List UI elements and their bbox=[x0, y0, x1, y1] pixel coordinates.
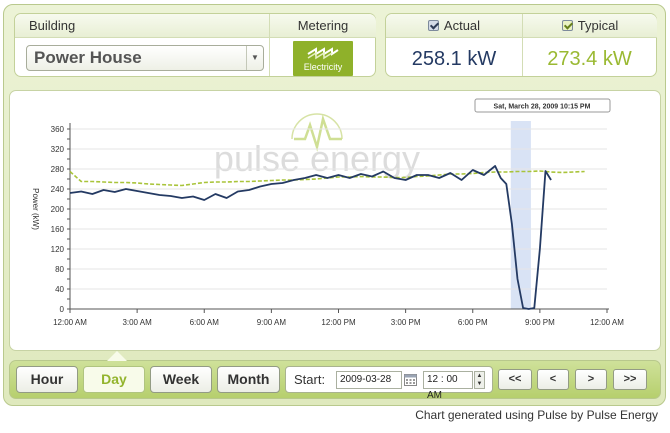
lightning-icon bbox=[307, 47, 339, 60]
y-tick-label: 360 bbox=[51, 125, 65, 134]
y-tick-label: 240 bbox=[51, 185, 65, 194]
x-tick-label: 12:00 AM bbox=[53, 318, 87, 327]
first-button[interactable]: << bbox=[498, 369, 532, 390]
building-label: Building bbox=[15, 14, 269, 38]
last-button[interactable]: >> bbox=[613, 369, 647, 390]
x-tick-label: 12:00 AM bbox=[590, 318, 624, 327]
stats-divider bbox=[522, 38, 523, 76]
week-button[interactable]: Week bbox=[150, 366, 212, 393]
toolbar: Hour Day Week Month Start: 2009-03-28 12… bbox=[9, 351, 661, 401]
actual-series-line bbox=[69, 165, 552, 310]
typical-checkbox[interactable] bbox=[561, 20, 573, 31]
y-tick-label: 280 bbox=[51, 165, 65, 174]
electricity-label: Electricity bbox=[303, 62, 343, 72]
next-button[interactable]: > bbox=[575, 369, 607, 390]
x-tick-label: 3:00 PM bbox=[391, 318, 421, 327]
start-label: Start: bbox=[294, 372, 326, 387]
y-tick-label: 200 bbox=[51, 205, 65, 214]
spinner-down-icon[interactable]: ▼ bbox=[476, 381, 483, 387]
day-button[interactable]: Day bbox=[83, 366, 145, 393]
chart-panel: pulse energy 0 40 80 120 160 200 240 280 320 360 12… bbox=[9, 90, 661, 351]
hour-button[interactable]: Hour bbox=[16, 366, 78, 393]
selected-period-pointer bbox=[107, 351, 127, 361]
stats-panel: Actual Typical 258.1 kW 273.4 kW bbox=[385, 13, 657, 77]
y-tick-label: 320 bbox=[51, 145, 65, 154]
typical-value: 273.4 kW bbox=[547, 48, 632, 70]
prev-button[interactable]: < bbox=[537, 369, 569, 390]
x-tick-label: 9:00 PM bbox=[525, 318, 555, 327]
watermark-pulse bbox=[294, 114, 342, 152]
start-time-input[interactable]: 12 : 00 AM bbox=[423, 371, 473, 401]
y-tick-label: 40 bbox=[55, 285, 64, 294]
start-date-input[interactable]: 2009-03-28 bbox=[336, 371, 402, 389]
actual-header: Actual bbox=[386, 14, 522, 38]
calendar-icon[interactable] bbox=[404, 373, 417, 386]
watermark-text: pulse energy bbox=[214, 138, 420, 179]
building-panel: Building Metering Power House ▼ Electric… bbox=[14, 13, 376, 77]
typical-label: Typical bbox=[577, 18, 619, 33]
building-select[interactable]: Power House ▼ bbox=[26, 45, 264, 71]
x-tick-label: 12:00 PM bbox=[321, 318, 356, 327]
electricity-badge: Electricity bbox=[293, 41, 353, 76]
typical-header: Typical bbox=[522, 14, 657, 38]
dashboard-frame: Building Metering Power House ▼ Electric… bbox=[3, 4, 666, 406]
y-tick-label: 0 bbox=[60, 305, 65, 314]
hover-tooltip: Sat, March 28, 2009 10:15 PM bbox=[474, 98, 611, 113]
credit-text: Chart generated using Pulse by Pulse Ene… bbox=[415, 408, 658, 422]
metering-label: Metering bbox=[269, 14, 376, 38]
actual-value: 258.1 kW bbox=[411, 48, 497, 70]
y-tick-label: 80 bbox=[55, 265, 64, 274]
tooltip-text: Sat, March 28, 2009 10:15 PM bbox=[494, 104, 591, 111]
watermark-arc bbox=[291, 113, 343, 140]
month-button[interactable]: Month bbox=[217, 366, 280, 393]
start-group: Start: 2009-03-28 12 : 00 AM ▲ ▼ bbox=[285, 366, 493, 401]
x-tick-label: 9:00 AM bbox=[257, 318, 287, 327]
y-tick-label: 120 bbox=[51, 245, 65, 254]
x-tick-label: 6:00 AM bbox=[190, 318, 220, 327]
time-spinner[interactable]: ▲ ▼ bbox=[474, 371, 485, 389]
power-chart[interactable]: pulse energy 0 40 80 120 160 200 240 280 320 360 12… bbox=[10, 91, 662, 352]
building-value: Power House bbox=[34, 48, 142, 67]
tooltip-box bbox=[474, 98, 611, 113]
header-divider bbox=[269, 38, 270, 76]
actual-label: Actual bbox=[443, 18, 481, 33]
y-axis-label: Power (kW) bbox=[31, 188, 40, 230]
spinner-up-icon[interactable]: ▲ bbox=[476, 373, 483, 379]
x-tick-label: 6:00 PM bbox=[458, 318, 488, 327]
y-tick-label: 160 bbox=[51, 225, 65, 234]
x-tick-label: 3:00 AM bbox=[122, 318, 152, 327]
chevron-down-icon[interactable]: ▼ bbox=[246, 46, 263, 70]
actual-checkbox[interactable] bbox=[427, 20, 439, 31]
